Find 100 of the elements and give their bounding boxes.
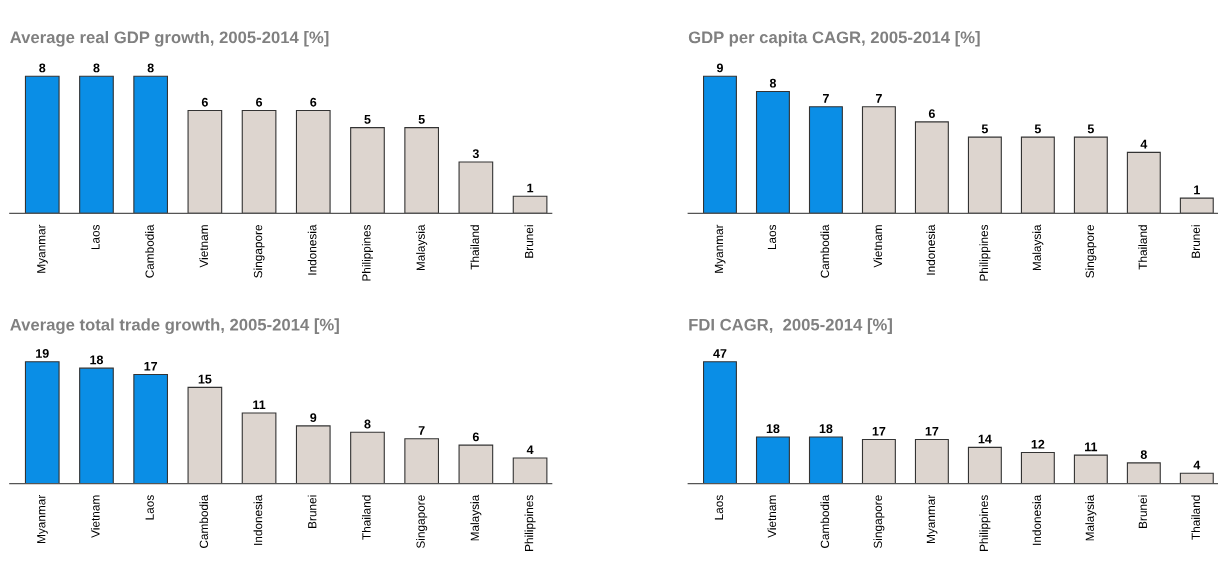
- bar: [458, 444, 494, 484]
- data-label: 6: [472, 432, 479, 442]
- data-label: 8: [1140, 450, 1147, 460]
- x-tick-label: Malaysia: [470, 494, 482, 541]
- bar: [1073, 454, 1108, 484]
- chart-title: Average real GDP growth, 2005-2014 [%]: [10, 31, 329, 47]
- x-tick-label: Philippines: [361, 224, 373, 281]
- bar: [79, 367, 114, 484]
- data-label: 7: [822, 94, 829, 103]
- data-label: 8: [364, 419, 371, 429]
- bar: [967, 136, 1002, 214]
- data-label: 6: [256, 97, 263, 107]
- bar: [755, 90, 790, 214]
- bar: [24, 75, 60, 214]
- x-tick-label: Indonesia: [307, 224, 317, 275]
- data-label: 18: [766, 424, 780, 434]
- bar: [967, 446, 1002, 484]
- data-label: 5: [1034, 124, 1041, 134]
- x-tick-label: Malaysia: [1032, 224, 1044, 271]
- x-tick-label: Myanmar: [926, 494, 938, 543]
- bar: [404, 438, 440, 484]
- data-label: 17: [925, 426, 939, 436]
- data-label: 5: [1087, 124, 1094, 134]
- data-label: 47: [713, 349, 727, 358]
- data-label: 17: [872, 426, 886, 436]
- data-label: 4: [1193, 460, 1201, 470]
- bar: [79, 75, 114, 214]
- bar: [702, 361, 737, 484]
- data-label: 8: [147, 63, 154, 73]
- x-tick-label: Cambodia: [145, 224, 154, 278]
- bar: [914, 438, 949, 484]
- bar: [755, 436, 790, 484]
- bar: [187, 109, 223, 214]
- x-tick-label: Indonesia: [926, 224, 936, 275]
- data-label: 8: [93, 63, 100, 73]
- x-tick-label: Laos: [714, 495, 724, 520]
- data-label: 6: [201, 97, 208, 107]
- x-tick-label: Singapore: [1085, 225, 1097, 278]
- bar: [458, 161, 494, 214]
- x-tick-label: Myanmar: [37, 494, 48, 543]
- bar: [1020, 451, 1055, 484]
- data-label: 4: [526, 445, 534, 454]
- x-tick-label: Vietnam: [873, 225, 883, 268]
- x-tick-label: Singapore: [253, 225, 265, 278]
- bar: [404, 127, 440, 214]
- data-label: 18: [819, 424, 833, 434]
- x-tick-label: Thailand: [1191, 495, 1200, 540]
- bar: [861, 106, 896, 214]
- bar: [1126, 462, 1161, 484]
- chart-title: FDI CAGR, 2005-2014 [%]: [689, 318, 892, 334]
- bar: [1073, 136, 1108, 214]
- bar: [350, 127, 385, 214]
- bar: [512, 195, 548, 214]
- data-label: 8: [769, 78, 777, 88]
- x-tick-label: Thailand: [1138, 225, 1147, 270]
- x-tick-label: Laos: [145, 495, 154, 520]
- x-tick-label: Cambodia: [199, 494, 209, 548]
- bar: [512, 457, 548, 484]
- chart-title: Average total trade growth, 2005-2014 [%]: [10, 318, 339, 334]
- x-tick-label: Vietnam: [90, 495, 100, 538]
- data-label: 18: [90, 355, 104, 365]
- x-tick-label: Cambodia: [820, 224, 830, 278]
- bar: [702, 75, 737, 214]
- x-tick-label: Brunei: [524, 225, 534, 258]
- data-label: 7: [418, 426, 425, 435]
- bar: [133, 75, 169, 214]
- data-label: 17: [144, 361, 158, 371]
- bar: [24, 361, 60, 484]
- bar: [1020, 136, 1055, 214]
- data-label: 6: [928, 109, 935, 119]
- x-tick-label: Thailand: [361, 495, 371, 540]
- data-label: 14: [978, 434, 992, 444]
- bar: [914, 121, 949, 214]
- x-tick-label: Myanmar: [37, 224, 48, 273]
- x-tick-label: Laos: [91, 224, 100, 250]
- x-tick-label: Laos: [767, 224, 777, 250]
- data-label: 15: [198, 374, 212, 384]
- bar: [187, 386, 223, 484]
- x-tick-label: Vietnam: [199, 225, 209, 268]
- x-tick-label: Brunei: [307, 495, 317, 528]
- bar: [808, 106, 843, 214]
- x-tick-label: Malaysia: [416, 224, 428, 271]
- x-tick-label: Singapore: [416, 495, 428, 549]
- x-tick-label: Thailand: [470, 225, 480, 270]
- data-label: 5: [418, 115, 425, 124]
- bar: [133, 374, 169, 484]
- bar: [1179, 197, 1214, 214]
- bar: [1179, 472, 1214, 484]
- data-label: 1: [1194, 185, 1200, 195]
- x-tick-label: Vietnam: [767, 495, 777, 538]
- data-label: 5: [981, 124, 988, 134]
- data-label: 8: [39, 63, 46, 73]
- data-label: 12: [1031, 439, 1045, 449]
- x-tick-label: Myanmar: [714, 224, 726, 273]
- bar: [241, 412, 277, 484]
- x-tick-label: Indonesia: [253, 494, 263, 545]
- x-tick-label: Malaysia: [1085, 494, 1097, 541]
- data-label: 9: [716, 63, 723, 73]
- bar: [861, 438, 896, 484]
- x-tick-label: Brunei: [1191, 225, 1200, 258]
